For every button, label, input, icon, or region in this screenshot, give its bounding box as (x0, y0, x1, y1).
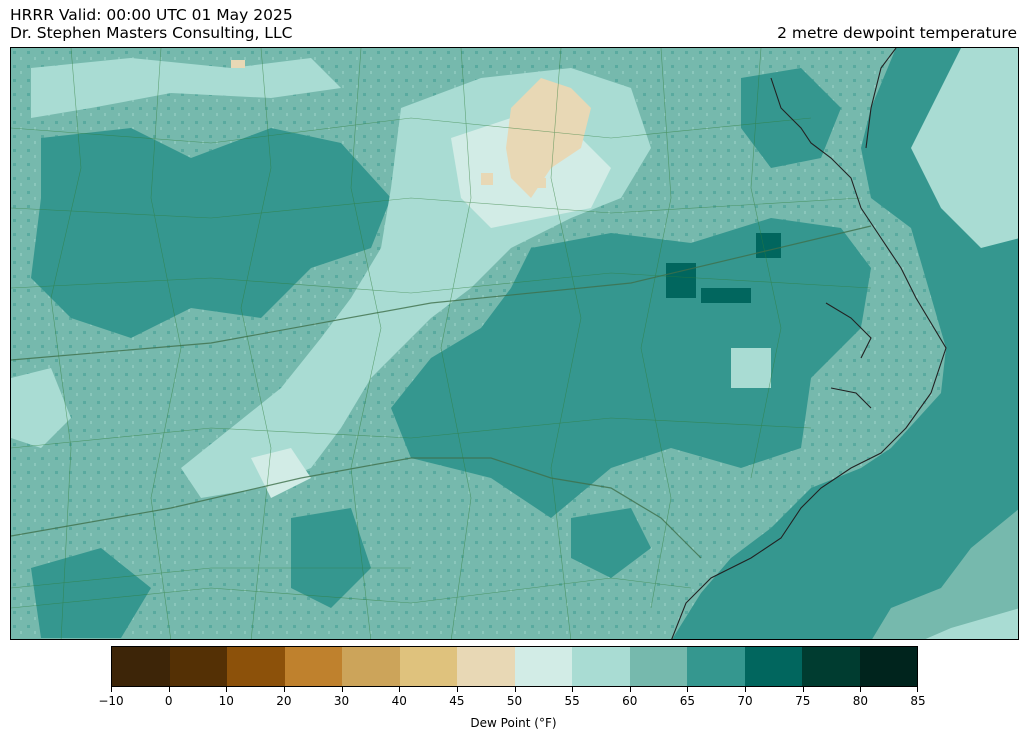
state-borders (11, 225, 872, 559)
colorbar-swatch (284, 647, 342, 686)
colorbar-tick-label: 20 (276, 694, 292, 708)
colorbar-swatch (802, 647, 860, 686)
dewpoint-70-75-areas (666, 233, 781, 303)
colorbar-tick (572, 687, 574, 692)
colorbar-swatch (859, 647, 917, 686)
colorbar-swatch (572, 647, 630, 686)
colorbar-swatch (457, 647, 515, 686)
colorbar-tick-label: −10 (98, 694, 124, 708)
ocean-offshore-north (911, 48, 1018, 248)
colorbar-tick-label: 70 (737, 694, 753, 708)
ocean-offshore-far (925, 608, 1018, 639)
author-credit: Dr. Stephen Masters Consulting, LLC (10, 24, 293, 42)
colorbar-tick (111, 687, 112, 692)
colorbar-tick-label: 30 (333, 694, 350, 708)
colorbar-tick (629, 687, 631, 692)
ocean-near (672, 48, 1018, 639)
colorbar-tick-label: 10 (218, 694, 234, 708)
dewpoint-map (10, 47, 1019, 640)
colorbar-swatch (112, 647, 170, 686)
colorbar-tick (745, 687, 747, 692)
colorbar-tick-label: 45 (449, 694, 465, 708)
map-title: HRRR Valid: 00:00 UTC 01 May 2025 Dr. St… (10, 6, 293, 42)
colorbar-tick (399, 687, 401, 692)
colorbar-tick (283, 687, 285, 692)
colorbar-swatch (629, 647, 687, 686)
colorbar-tick-label: 0 (164, 694, 173, 708)
colorbar-tick (514, 687, 516, 692)
colorbar-swatch (514, 647, 572, 686)
colorbar-tick (341, 687, 343, 692)
colorbar-tick-label: 50 (506, 694, 523, 708)
colorbar-swatch (169, 647, 227, 686)
colorbar-tick (168, 687, 170, 692)
colorbar-tick-label: 60 (622, 694, 638, 708)
colorbar-label: Dew Point (°F) (470, 716, 557, 730)
colorbar-swatch (399, 647, 457, 686)
field-name: 2 metre dewpoint temperature (777, 24, 1017, 42)
dewpoint-45-50-areas (231, 60, 591, 198)
colorbar-tick (802, 687, 804, 692)
colorbar-swatch (227, 647, 285, 686)
colorbar-tick-label: 40 (391, 694, 407, 708)
colorbar-tick-label: 80 (852, 694, 868, 708)
map-canvas (11, 48, 1018, 639)
ocean-offshore-south (872, 509, 1018, 639)
colorbar-tick-label: 85 (910, 694, 926, 708)
coastline (671, 48, 947, 639)
colorbar-tick (860, 687, 862, 692)
colorbar-ticks: −10 0 10 20 30 40 45 50 55 60 65 70 75 80 85 (98, 687, 926, 708)
model-valid-time: HRRR Valid: 00:00 UTC 01 May 2025 (10, 6, 293, 24)
colorbar-tick-label: 55 (564, 694, 580, 708)
colorbar-tick (917, 687, 918, 692)
colorbar (111, 646, 918, 687)
county-borders (11, 48, 872, 639)
colorbar-swatch (744, 647, 802, 686)
colorbar-swatch (342, 647, 400, 686)
colorbar-tick (456, 687, 458, 692)
colorbar-tick-label: 75 (795, 694, 811, 708)
colorbar-tick-label: 65 (679, 694, 696, 708)
colorbar-tick (226, 687, 228, 692)
colorbar-tick (687, 687, 689, 692)
colorbar-swatch (687, 647, 745, 686)
